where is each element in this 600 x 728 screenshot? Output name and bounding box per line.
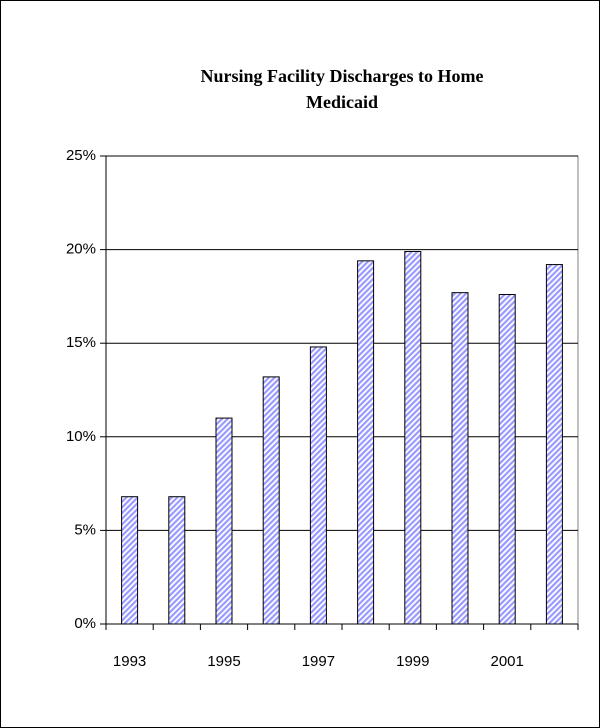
bar — [545, 264, 563, 625]
y-tick-label: 10% — [66, 428, 96, 445]
x-tick-label: 1997 — [302, 653, 335, 670]
y-tick-label: 15% — [66, 334, 96, 351]
bar — [451, 292, 469, 625]
bar — [309, 346, 327, 625]
y-tick-label: 5% — [74, 521, 96, 538]
y-tick-label: 20% — [66, 241, 96, 258]
x-tick-label: 1995 — [207, 653, 240, 670]
x-tick-label: 1993 — [113, 653, 146, 670]
bar — [215, 417, 233, 625]
bar — [262, 376, 280, 625]
y-tick-label: 0% — [74, 615, 96, 632]
chart-title: Nursing Facility Discharges to Home — [201, 66, 484, 86]
bar — [357, 260, 375, 625]
x-tick-label: 1999 — [396, 653, 429, 670]
bar — [168, 496, 186, 625]
bar — [121, 496, 139, 625]
chart-title: Medicaid — [306, 92, 378, 112]
bar — [404, 250, 422, 625]
bar — [498, 294, 516, 625]
x-tick-label: 2001 — [491, 653, 524, 670]
y-tick-label: 25% — [66, 147, 96, 164]
